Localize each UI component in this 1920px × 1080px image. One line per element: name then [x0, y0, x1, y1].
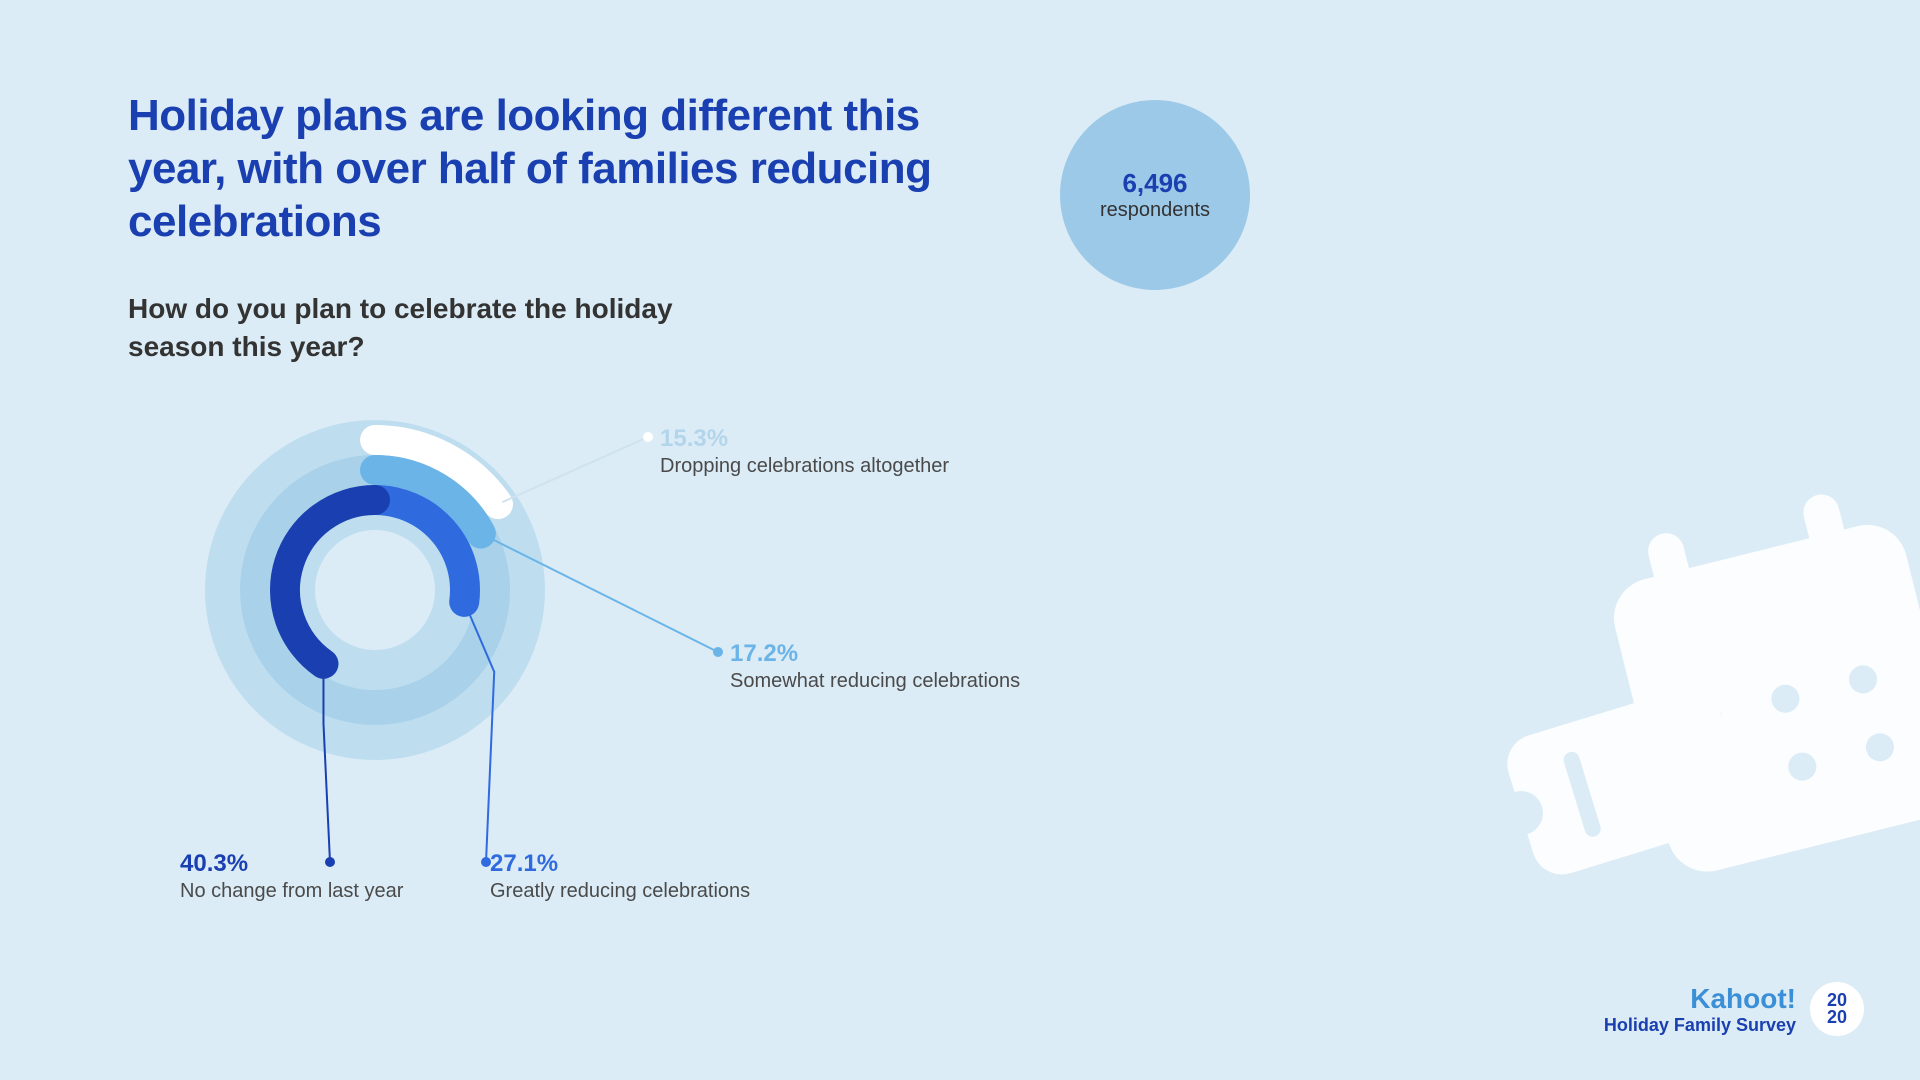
respondents-badge: 6,496 respondents — [1060, 100, 1250, 290]
callout-label: Dropping celebrations altogether — [660, 453, 949, 480]
callout-pct: 17.2% — [730, 640, 1020, 668]
respondents-count: 6,496 — [1122, 168, 1187, 199]
calendar-icon — [1440, 490, 1920, 950]
survey-question: How do you plan to celebrate the holiday… — [128, 290, 688, 366]
callout-pct: 15.3% — [660, 425, 949, 453]
callout-greatly: 27.1% Greatly reducing celebrations — [490, 850, 750, 905]
page-title: Holiday plans are looking different this… — [128, 90, 968, 248]
callout-nochange: 40.3% No change from last year — [180, 850, 403, 905]
footer: Kahoot! Holiday Family Survey 20 20 — [1604, 982, 1864, 1036]
footer-year-badge: 20 20 — [1810, 982, 1864, 1036]
callout-somewhat: 17.2% Somewhat reducing celebrations — [730, 640, 1020, 695]
callout-label: Somewhat reducing celebrations — [730, 668, 1020, 695]
callout-pct: 40.3% — [180, 850, 403, 878]
footer-year-bottom: 20 — [1827, 1009, 1847, 1026]
callout-pct: 27.1% — [490, 850, 750, 878]
footer-brand: Kahoot! — [1604, 983, 1796, 1015]
radial-chart — [205, 420, 545, 760]
footer-subtitle: Holiday Family Survey — [1604, 1015, 1796, 1036]
callout-label: No change from last year — [180, 878, 403, 905]
callout-dropping: 15.3% Dropping celebrations altogether — [660, 425, 949, 480]
callout-label: Greatly reducing celebrations — [490, 878, 750, 905]
respondents-label: respondents — [1100, 199, 1210, 222]
